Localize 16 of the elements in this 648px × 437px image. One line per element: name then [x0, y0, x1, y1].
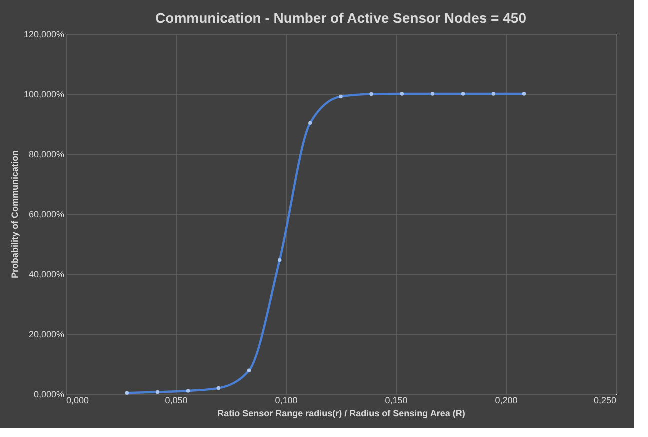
- chart-title: Communication - Number of Active Sensor Nodes = 450: [156, 10, 527, 26]
- x-tick-label: 0,050: [165, 396, 188, 406]
- y-tick-label: 40,000%: [28, 270, 64, 280]
- x-tick-label: 0,200: [495, 396, 518, 406]
- x-tick-label: 0,000: [66, 396, 90, 406]
- y-tick-label: 60,000%: [28, 210, 64, 220]
- x-axis-title: Ratio Sensor Range radius(r) / Radius of Sensing Area (R): [218, 408, 466, 418]
- y-tick-label: 80,000%: [28, 150, 64, 160]
- x-tick-label: 0,250: [594, 396, 616, 406]
- x-tick-label: 0,100: [275, 396, 298, 406]
- x-tick-label: 0,150: [385, 396, 408, 406]
- y-tick-label: 100,000%: [24, 90, 64, 100]
- y-tick-label: 20,000%: [28, 330, 64, 340]
- y-axis-title: Probability of Communication: [10, 150, 20, 279]
- y-tick-label: 0,000%: [34, 390, 64, 400]
- y-tick-label: 120,000%: [24, 30, 64, 40]
